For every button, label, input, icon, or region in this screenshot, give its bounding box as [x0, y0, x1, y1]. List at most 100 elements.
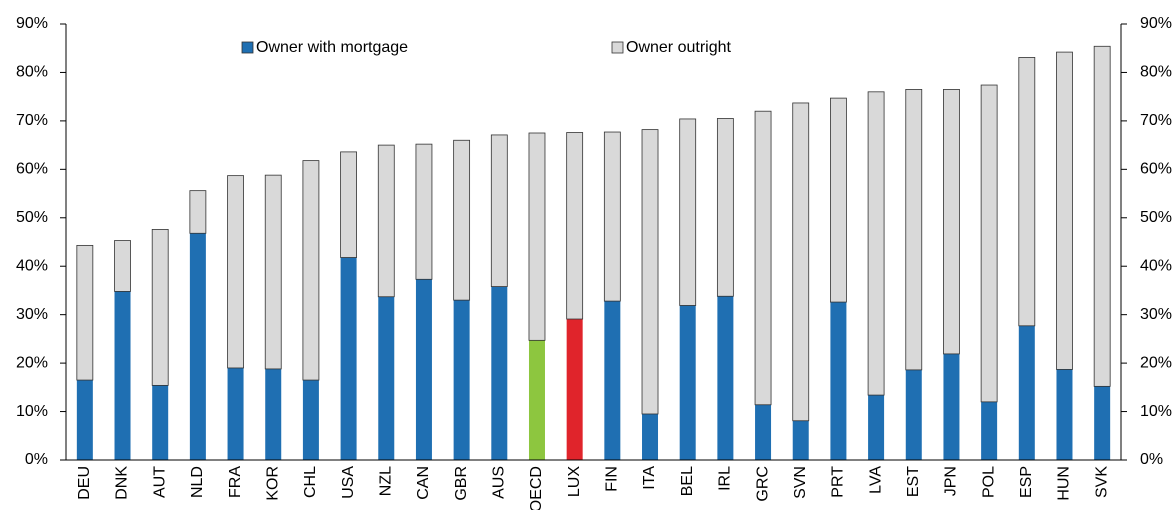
bar-segment — [943, 353, 960, 460]
bar-segment — [867, 91, 885, 396]
x-tick-label: SVK — [1093, 466, 1110, 498]
bar-segment — [340, 257, 357, 460]
y-tick-label: 30% — [16, 306, 48, 323]
y2-tick-label: 60% — [1140, 161, 1172, 178]
x-tick-label: CAN — [415, 466, 432, 500]
y-tick-label: 90% — [16, 15, 48, 32]
x-tick-label: AUS — [491, 466, 508, 499]
y2-tick-label: 50% — [1140, 209, 1172, 226]
bar-segment — [642, 413, 659, 460]
y-tick-label: 10% — [16, 403, 48, 420]
bar-segment — [717, 296, 734, 460]
bar-segment — [1094, 386, 1111, 460]
bar-segment — [1056, 51, 1073, 370]
bar-segment — [830, 302, 847, 460]
bar-segment — [1018, 57, 1036, 327]
bar-segment — [792, 102, 810, 422]
x-tick-label: IRL — [717, 466, 734, 491]
y2-tick-label: 70% — [1140, 112, 1172, 129]
bar-segment — [716, 118, 734, 297]
bar-segment — [415, 279, 432, 460]
bar-segment — [491, 286, 508, 460]
y-tick-label: 50% — [16, 209, 48, 226]
bar-segment — [905, 369, 922, 460]
bar-segment — [641, 129, 659, 415]
bar-segment — [980, 84, 998, 403]
bar-segment — [792, 420, 809, 460]
x-tick-label: SVN — [792, 466, 809, 499]
bar-segment — [340, 151, 357, 258]
bar-segment — [1018, 325, 1035, 460]
bar-segment — [302, 160, 320, 381]
bar-segment — [566, 132, 584, 320]
bar-segment — [830, 97, 847, 303]
x-tick-label: OECD — [528, 466, 545, 510]
bar-segment — [528, 340, 545, 460]
bar-segment — [114, 240, 131, 292]
y-tick-label: 60% — [16, 161, 48, 178]
x-tick-label: DNK — [114, 466, 131, 500]
legend-label: Owner with mortgage — [256, 39, 408, 56]
bar-segment — [528, 132, 546, 341]
bar-segment — [114, 291, 131, 460]
x-tick-label: NLD — [189, 466, 206, 498]
legend-swatch — [241, 41, 254, 54]
bar-segment — [453, 300, 470, 460]
legend-label: Owner outright — [626, 39, 731, 56]
bar-segment — [755, 404, 772, 460]
x-tick-label: HUN — [1056, 466, 1073, 501]
x-tick-label: BEL — [679, 466, 696, 496]
bar-segment — [490, 134, 508, 287]
y2-tick-label: 30% — [1140, 306, 1172, 323]
bar-segment — [415, 143, 433, 280]
bar-segment — [265, 368, 282, 460]
bar-segment — [679, 118, 697, 306]
x-tick-label: EST — [905, 466, 922, 497]
bar-segment — [227, 175, 244, 369]
y-tick-label: 40% — [16, 257, 48, 274]
bar-segment — [377, 144, 395, 298]
y2-tick-label: 40% — [1140, 257, 1172, 274]
x-tick-label: GBR — [453, 466, 470, 501]
x-tick-label: USA — [340, 466, 357, 499]
bar-segment — [566, 319, 583, 460]
bar-segment — [189, 190, 207, 234]
y-tick-label: 70% — [16, 112, 48, 129]
x-tick-label: GRC — [754, 466, 771, 502]
y-tick-label: 20% — [16, 354, 48, 371]
bar-segment — [152, 385, 169, 460]
bar-segment — [302, 380, 319, 460]
y-tick-label: 0% — [25, 451, 48, 468]
y2-tick-label: 90% — [1140, 15, 1172, 32]
y2-tick-label: 80% — [1140, 64, 1172, 81]
bar-segment — [905, 89, 923, 371]
bar-segment — [189, 233, 206, 460]
bar-segment — [604, 301, 621, 460]
bar-segment — [378, 296, 395, 460]
bar-segment — [981, 401, 998, 460]
bar-segment — [151, 229, 169, 386]
x-tick-label: KOR — [264, 466, 281, 501]
bar-segment — [679, 305, 696, 460]
x-tick-label: POL — [980, 466, 997, 498]
x-tick-label: PRT — [830, 466, 847, 498]
bar-segment — [603, 131, 621, 302]
x-tick-label: FRA — [227, 466, 244, 498]
y-tick-label: 80% — [16, 64, 48, 81]
y2-tick-label: 10% — [1140, 403, 1172, 420]
x-tick-label: ITA — [641, 466, 658, 490]
bar-segment — [76, 380, 93, 460]
bar-segment — [453, 139, 471, 301]
x-tick-label: LUX — [566, 466, 583, 497]
bar-segment — [76, 244, 94, 381]
x-tick-label: CHL — [302, 466, 319, 498]
bar-segment — [868, 395, 885, 460]
x-tick-label: ESP — [1018, 466, 1035, 498]
x-tick-label: LVA — [867, 466, 884, 494]
x-tick-label: NZL — [377, 466, 394, 496]
x-tick-label: JPN — [943, 466, 960, 496]
y2-tick-label: 20% — [1140, 354, 1172, 371]
bar-segment — [1056, 369, 1073, 460]
